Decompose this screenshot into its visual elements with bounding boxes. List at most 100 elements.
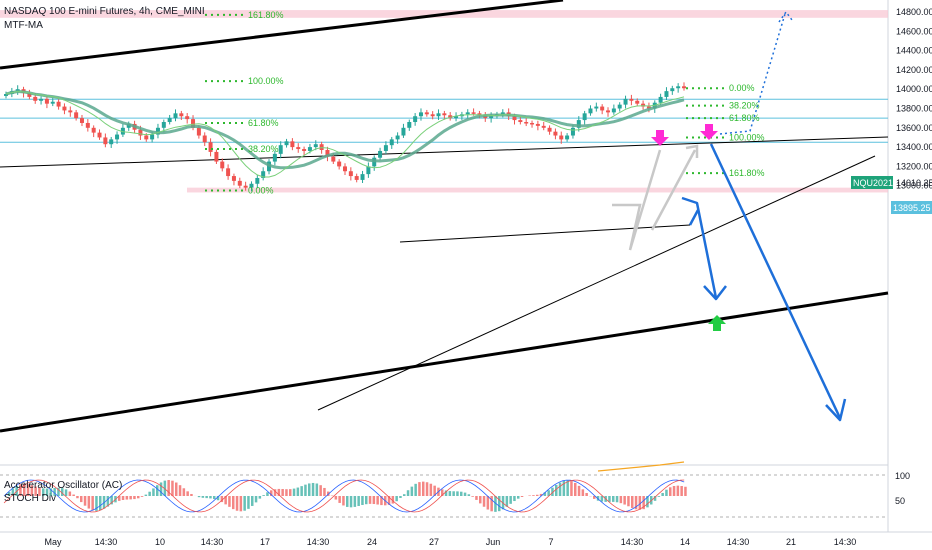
candle-body [191,119,196,128]
candle-body [68,110,73,113]
projection-arrowhead [825,398,847,422]
ac-histogram-bar [319,485,322,496]
ac-histogram-bar [661,492,664,496]
ac-histogram-bar [323,487,326,496]
ac-histogram-bar [353,496,357,507]
ac-histogram-bar [391,496,395,504]
ac-histogram-bar [562,480,566,496]
candle-body [418,112,423,117]
candle-body [33,96,38,101]
ac-histogram-bar [349,496,353,508]
ac-histogram-bar [163,480,167,496]
ac-histogram-bar [672,485,676,496]
candle-body [325,149,330,157]
ac-histogram-bar [216,496,220,501]
ac-histogram-bar [380,496,383,506]
ac-histogram-bar [80,496,83,503]
ac-histogram-bar [296,487,300,496]
upper-channel-line [0,0,564,70]
candle-body [424,112,429,115]
candle-body [109,139,114,145]
projection-down-short [681,196,718,299]
ac-histogram-bar [152,488,155,496]
ac-histogram-bar [555,484,558,496]
ac-histogram-bar [551,487,554,496]
ac-histogram-bar [91,496,94,511]
candle-body [582,113,587,121]
x-axis-tick-label: 14 [680,537,690,547]
candle-body [278,145,283,154]
candle-body [331,156,336,162]
x-axis-tick-label: 24 [367,537,377,547]
ac-histogram-bar [517,496,520,499]
candle-body [500,112,505,115]
candle-body [255,177,260,184]
candle-body [594,106,599,109]
candle-body [284,141,289,146]
ac-histogram-bar [486,496,490,510]
ac-histogram-bar [262,495,265,496]
ac-histogram-bar [361,496,364,505]
candle-body [62,106,67,111]
candle-body [606,110,611,113]
candle-body [302,149,307,151]
candle-body [79,118,84,123]
ac-histogram-bar [213,496,216,500]
ac-histogram-bar [581,489,585,496]
ac-histogram-bar [387,496,391,505]
magenta-down-arrow [651,130,669,146]
ac-histogram-bar [243,496,246,511]
ac-histogram-bar [471,496,474,497]
ac-histogram-bar [498,496,501,512]
ac-histogram-bar [87,496,91,509]
y-axis-tick-label: 13600.00 [896,123,932,133]
stoch-k-line [3,479,685,513]
x-axis-tick-label: 17 [260,537,270,547]
candle-body [272,153,277,162]
ac-histogram-bar [429,483,433,496]
magenta-down-arrow [700,124,718,140]
candle-body [4,94,8,96]
candle-body [559,135,564,140]
ac-histogram-bar [570,481,573,496]
candle-body [670,88,675,92]
ac-histogram-bar [76,496,79,499]
ac-indicator-label: Accelerator Oscillator (AC) [4,480,123,491]
ac-histogram-bar [615,496,619,503]
ac-histogram-bar [646,496,649,508]
candle-body [383,145,388,151]
ac-histogram-bar [509,496,512,504]
ac-histogram-bar [281,489,284,496]
candle-body [44,98,49,104]
ac-histogram-bar [182,488,186,496]
candle-body [261,171,266,178]
candle-body [389,139,394,146]
candle-body [179,113,184,117]
candle-body [541,125,546,128]
ac-histogram-bar [95,496,98,511]
x-axis-tick-label: 7 [548,537,553,547]
candle-body [208,142,213,152]
ac-histogram-bar [600,496,604,502]
candle-body [477,113,482,116]
ac-histogram-bar [422,481,425,496]
fib-level-label: 161.80% [248,10,284,20]
x-axis-tick-label: 14:30 [201,537,224,547]
ac-histogram-bar [220,496,224,503]
ac-histogram-bar [612,496,615,502]
candle-body [378,150,383,158]
ac-histogram-bar [129,496,132,500]
candle-body [448,115,453,119]
ac-histogram-bar [448,491,452,496]
candle-body [395,135,400,140]
ac-histogram-bar [608,496,611,502]
ac-histogram-bar [7,491,11,496]
y-axis-tick-label: 14800.00 [896,7,932,17]
ac-histogram-bar [665,489,668,496]
ac-histogram-bar [467,494,471,496]
ac-histogram-bar [372,496,376,505]
candle-body [85,122,90,128]
ac-histogram-bar [623,496,626,505]
